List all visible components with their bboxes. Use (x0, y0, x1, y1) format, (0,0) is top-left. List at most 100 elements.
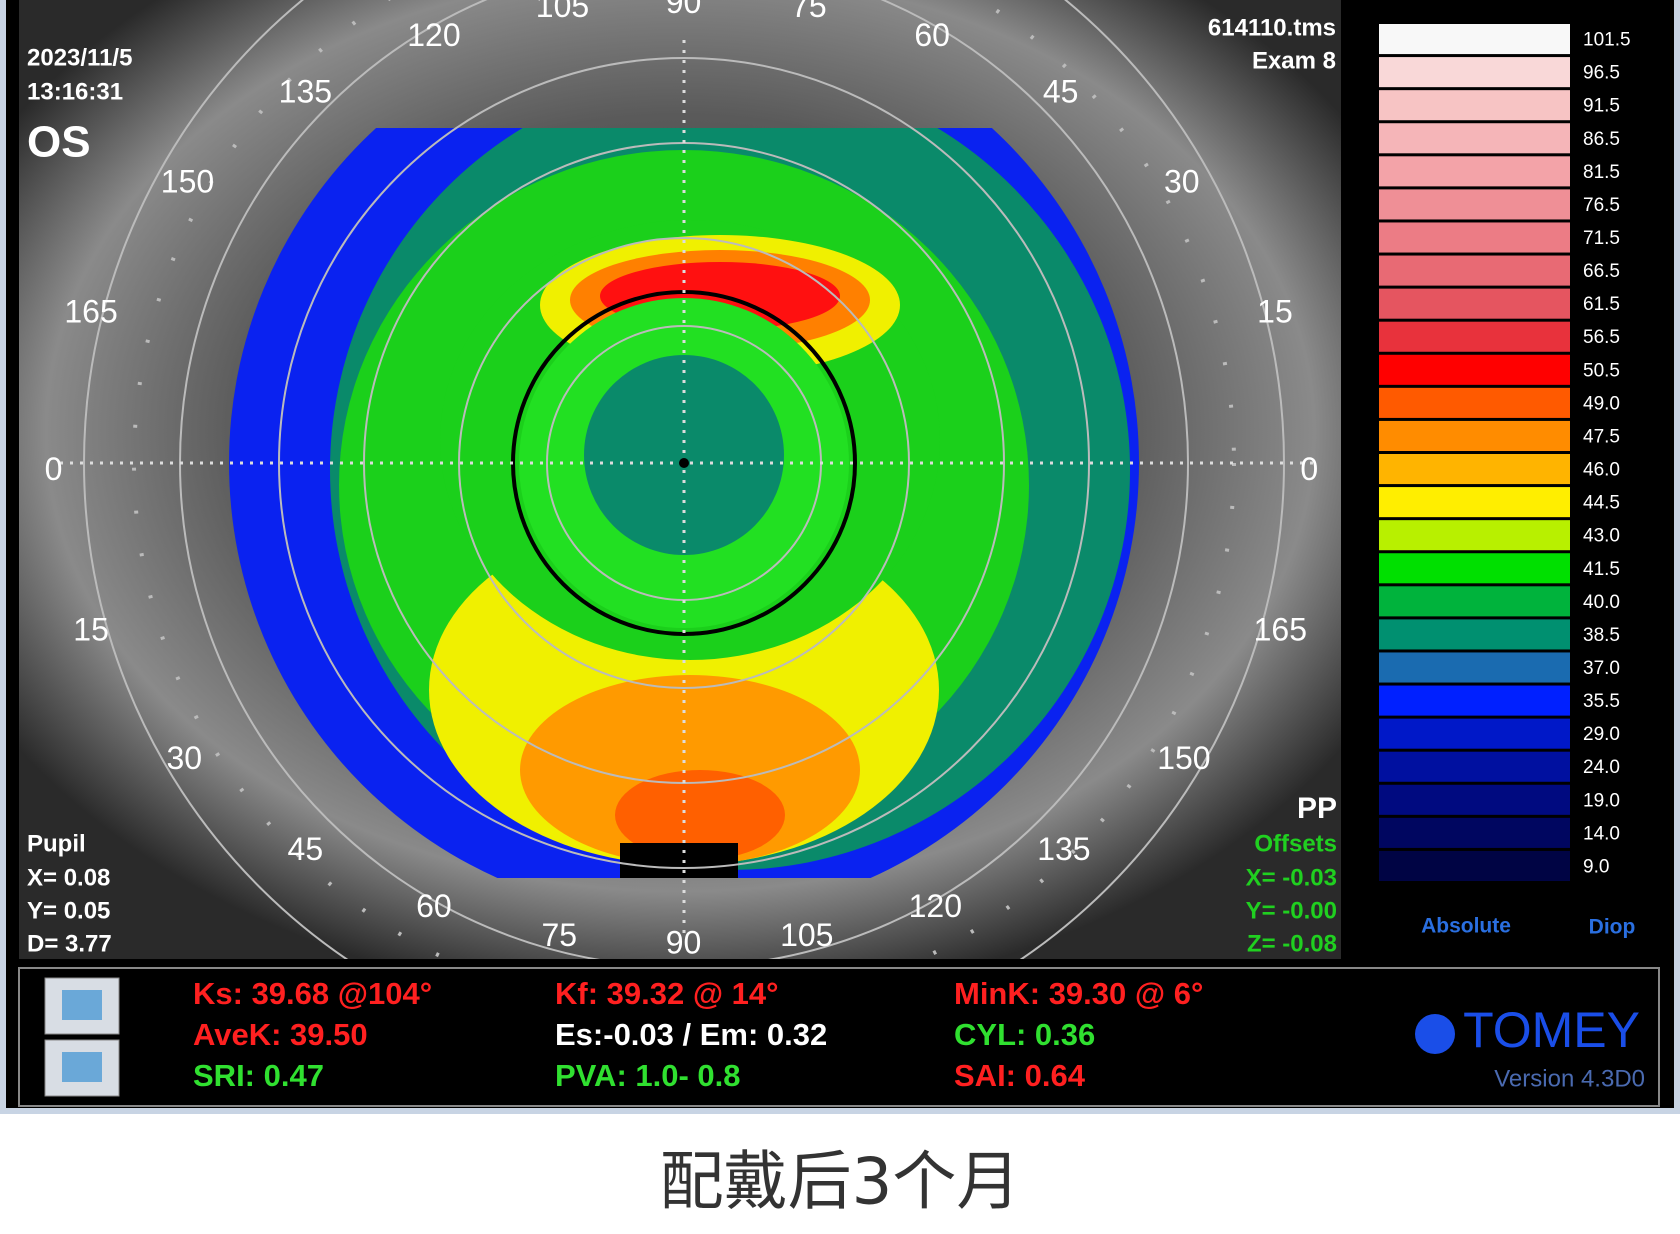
scale-label: 35.5 (1583, 691, 1620, 712)
angle-label: 105 (780, 917, 833, 953)
scale-band (1379, 784, 1570, 815)
scale-band (1379, 520, 1570, 551)
offset-z: Z= -0.08 (1247, 930, 1337, 957)
scale-label: 71.5 (1583, 228, 1620, 249)
scale-band (1379, 387, 1570, 418)
index-value: CYL: 0.36 (954, 1017, 1095, 1052)
scale-band (1379, 454, 1570, 485)
scale-band (1379, 321, 1570, 352)
scale-label: 14.0 (1583, 823, 1620, 844)
angle-label: 90 (666, 0, 702, 20)
caption: 配戴后3个月 (660, 1146, 1021, 1220)
angle-label: 120 (909, 888, 962, 924)
scale-band (1379, 354, 1570, 385)
angle-label: 15 (1257, 293, 1293, 329)
scale-band (1379, 619, 1570, 650)
scale-band (1379, 288, 1570, 319)
index-value: MinK: 39.30 @ 6° (954, 976, 1203, 1011)
angle-label: 60 (914, 17, 950, 53)
angle-label: 165 (1254, 612, 1307, 648)
scale-label: 9.0 (1583, 856, 1609, 877)
angle-label: 150 (161, 164, 214, 200)
eye: OS (27, 118, 91, 167)
pupil-d: D= 3.77 (27, 930, 112, 957)
scale-band (1379, 850, 1570, 881)
angle-label: 30 (166, 740, 202, 776)
scale-band (1379, 553, 1570, 584)
angle-label: 45 (1043, 74, 1079, 110)
icon-glyph (62, 1052, 102, 1082)
angle-label: 45 (288, 831, 324, 867)
scale-band (1379, 123, 1570, 154)
angle-label: 0 (1300, 451, 1318, 487)
scale-band (1379, 57, 1570, 88)
scale-label: 40.0 (1583, 592, 1620, 613)
scale-label: 86.5 (1583, 129, 1620, 150)
offset-x: X= -0.03 (1246, 864, 1337, 891)
brand: TOMEY (1463, 1002, 1640, 1058)
scale-band (1379, 189, 1570, 220)
scale-label: 101.5 (1583, 30, 1631, 51)
scale-label: 47.5 (1583, 426, 1620, 447)
color-scale: 101.5 96.5 91.5 86.5 81.5 76.5 71.5 66.5 61.5 56.… (1379, 24, 1631, 881)
indices-panel (18, 967, 1660, 1107)
index-value: Ks: 39.68 @104° (193, 976, 432, 1011)
scale-label: 91.5 (1583, 96, 1620, 117)
angle-label: 105 (536, 0, 589, 24)
scale-band (1379, 255, 1570, 286)
angle-label: 165 (64, 293, 117, 329)
scale-label: 41.5 (1583, 559, 1620, 580)
angle-label: 30 (1164, 164, 1200, 200)
scale-band (1379, 751, 1570, 782)
scale-label: 96.5 (1583, 63, 1620, 84)
pp: PP (1297, 792, 1337, 825)
scale-unit: Diop (1589, 916, 1636, 939)
angle-label: 135 (1037, 831, 1090, 867)
scale-label: 19.0 (1583, 790, 1620, 811)
time: 13:16:31 (27, 78, 123, 105)
scale-band (1379, 222, 1570, 253)
angle-label: 75 (791, 0, 827, 24)
icons[interactable] (44, 977, 120, 1097)
scale-label: 29.0 (1583, 724, 1620, 745)
scale-mode: Absolute (1421, 915, 1511, 938)
scale-band (1379, 817, 1570, 848)
scale-label: 61.5 (1583, 294, 1620, 315)
offset-y: Y= -0.00 (1246, 897, 1337, 924)
caption-area (0, 1114, 1680, 1234)
scale-label: 44.5 (1583, 493, 1620, 514)
version: Version 4.3D0 (1494, 1065, 1645, 1092)
index-value: SRI: 0.47 (193, 1058, 324, 1093)
scale-label: 66.5 (1583, 261, 1620, 282)
scale-label: 50.5 (1583, 360, 1620, 381)
scale-label: 81.5 (1583, 162, 1620, 183)
scale-band (1379, 487, 1570, 518)
scale-label: 76.5 (1583, 195, 1620, 216)
scale-band (1379, 685, 1570, 716)
angle-label: 60 (416, 888, 452, 924)
icon-glyph (62, 990, 102, 1020)
scale-label: 46.0 (1583, 460, 1620, 481)
scale-band (1379, 718, 1570, 749)
exam: Exam 8 (1252, 47, 1336, 74)
scale-label: 56.5 (1583, 327, 1620, 348)
offsets-title: Offsets (1254, 830, 1337, 857)
scale-band (1379, 24, 1570, 55)
angle-label: 0 (45, 451, 63, 487)
angle-label: 120 (407, 17, 460, 53)
file: 614110.tms (1208, 14, 1336, 41)
scale-label: 49.0 (1583, 393, 1620, 414)
scale-band (1379, 420, 1570, 451)
angle-label: 15 (73, 612, 109, 648)
scale-band (1379, 90, 1570, 121)
scale-label: 24.0 (1583, 757, 1620, 778)
index-value: SAI: 0.64 (954, 1058, 1086, 1093)
index-value: AveK: 39.50 (193, 1017, 368, 1052)
scale-band (1379, 156, 1570, 187)
date: 2023/11/5 (27, 44, 132, 71)
brand-logo (1415, 1014, 1455, 1054)
center (679, 458, 689, 468)
